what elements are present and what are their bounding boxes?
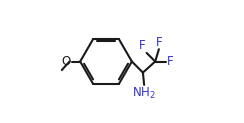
Text: F: F xyxy=(139,39,146,52)
Text: F: F xyxy=(156,36,162,49)
Text: NH$_2$: NH$_2$ xyxy=(132,85,156,101)
Text: O: O xyxy=(62,55,71,68)
Text: F: F xyxy=(167,55,173,68)
